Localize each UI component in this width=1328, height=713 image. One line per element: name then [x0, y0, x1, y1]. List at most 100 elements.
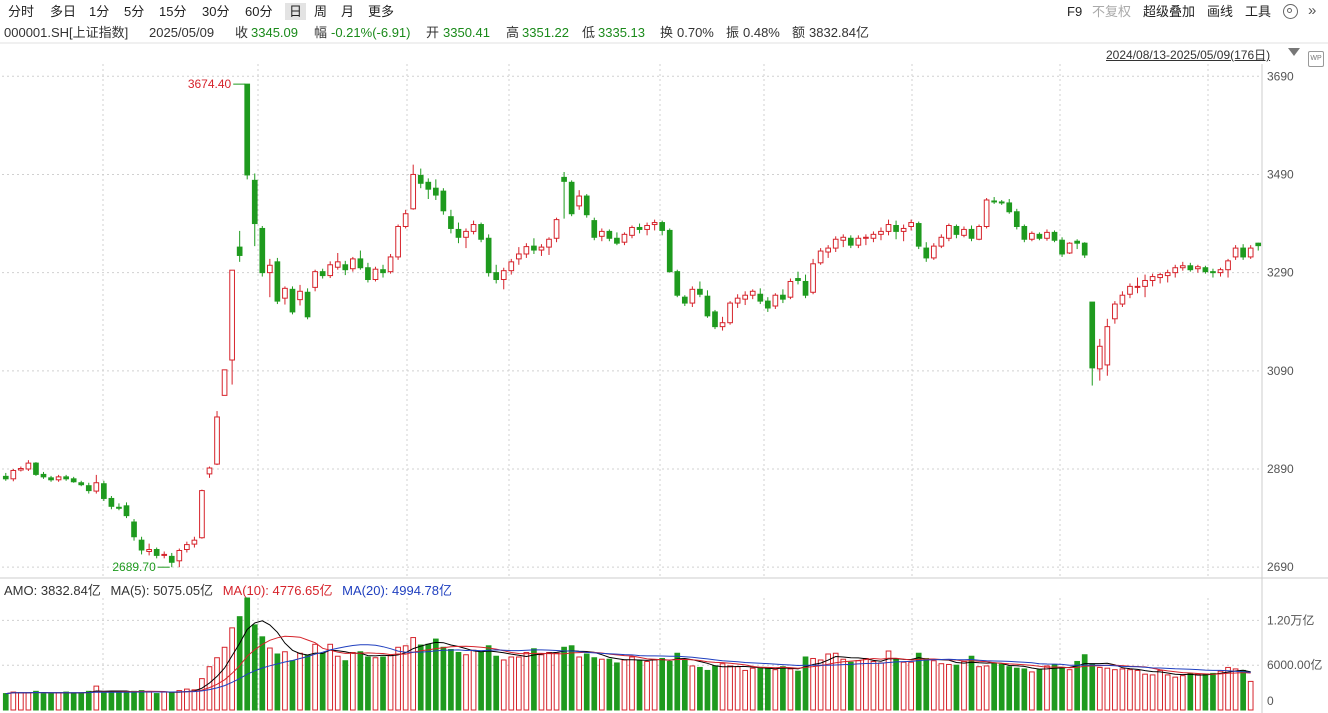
candle-body — [18, 468, 24, 471]
dropdown-arrow-icon[interactable] — [1288, 48, 1300, 56]
volume-bar — [817, 659, 824, 711]
candle — [1044, 229, 1050, 241]
candle-body — [1247, 247, 1254, 258]
candle-body — [40, 473, 47, 478]
tab-more[interactable]: 更多 — [368, 4, 395, 19]
volume-bar — [576, 656, 583, 711]
volume-bar — [1179, 675, 1186, 711]
candle-body — [870, 233, 877, 239]
overlay-button[interactable]: 超级叠加 — [1143, 4, 1196, 19]
volume-bar — [772, 669, 779, 711]
tab-5min[interactable]: 5分 — [124, 4, 145, 19]
candle — [712, 309, 718, 330]
tab-30min[interactable]: 30分 — [202, 4, 230, 19]
candle — [651, 219, 658, 231]
candle — [1066, 242, 1073, 254]
candle — [515, 247, 522, 265]
candle-body — [538, 246, 545, 251]
candle — [749, 289, 756, 300]
candle-body — [825, 247, 832, 253]
volume-bar — [666, 660, 673, 711]
candle-body — [689, 288, 696, 304]
candle — [33, 462, 39, 476]
candle-body — [470, 224, 477, 232]
candle — [523, 243, 530, 258]
candle — [1187, 262, 1194, 272]
volume-bar — [651, 659, 658, 711]
volume-bar — [1029, 671, 1035, 711]
tab-daily[interactable]: 日 — [285, 3, 307, 20]
volume-bar — [1112, 669, 1118, 711]
volume-bar — [478, 651, 484, 711]
candle — [727, 301, 733, 325]
candle — [334, 253, 341, 270]
volume-bar — [221, 646, 228, 711]
candle-body — [282, 287, 288, 299]
tab-monthly[interactable]: 月 — [341, 4, 355, 19]
volume-bar — [795, 670, 801, 711]
candle-body — [938, 236, 945, 247]
candle — [1217, 267, 1224, 277]
candle — [478, 222, 484, 243]
tab-fenshi[interactable]: 分时 — [8, 4, 35, 19]
tab-1min[interactable]: 1分 — [89, 4, 110, 19]
wp-icon[interactable]: WP — [1308, 51, 1324, 67]
volume-tick-label: 0 — [1267, 694, 1274, 708]
volume-bar — [561, 646, 567, 711]
candle-body — [2, 475, 9, 480]
candle-body — [478, 224, 484, 240]
volume-bar — [25, 692, 32, 711]
settings-icon[interactable] — [1283, 4, 1298, 19]
volume-bar — [825, 653, 832, 711]
candle-body — [342, 264, 349, 271]
candle — [1059, 237, 1065, 257]
volume-bar — [10, 691, 17, 711]
candle-body — [500, 270, 507, 281]
chart-grid — [0, 42, 1328, 713]
candle-body — [1127, 285, 1133, 295]
candle-body — [153, 549, 160, 556]
candle-body — [598, 230, 605, 237]
candle — [938, 234, 945, 249]
f9-button[interactable]: F9 — [1067, 4, 1083, 19]
draw-line-button[interactable]: 画线 — [1207, 4, 1234, 19]
volume-bar — [1021, 668, 1028, 711]
tab-weekly[interactable]: 周 — [314, 4, 328, 19]
candle-body — [493, 272, 500, 281]
candle-body — [236, 246, 243, 256]
candle — [681, 295, 688, 307]
candle — [840, 234, 847, 248]
candle-body — [757, 293, 764, 302]
volume-bar — [515, 656, 522, 711]
volume-bar — [85, 690, 92, 711]
tab-60min[interactable]: 60分 — [245, 4, 273, 19]
candle — [206, 466, 213, 478]
amount-value: 3832.84亿 — [809, 25, 869, 40]
candle-body — [138, 539, 145, 551]
volume-bar — [712, 665, 718, 711]
volume-bar — [357, 651, 364, 711]
volume-bar — [1059, 666, 1065, 711]
tab-15min[interactable]: 15分 — [159, 4, 187, 19]
stock-code: 000001.SH[上证指数] — [4, 25, 129, 40]
candle — [168, 552, 175, 568]
tab-multi-day[interactable]: 多日 — [50, 4, 77, 19]
volume-bar — [1074, 660, 1080, 711]
max-price-label: 3674.40 — [188, 77, 232, 91]
volume-bar — [508, 656, 515, 711]
candle-body — [395, 225, 401, 258]
candle — [380, 264, 386, 278]
double-chevron-right-icon[interactable]: » — [1308, 2, 1317, 19]
candle-body — [606, 230, 613, 239]
fuquan-button[interactable]: 不复权 — [1092, 4, 1132, 19]
candle-body — [810, 263, 816, 293]
candle-body — [410, 173, 417, 210]
date-range-selector[interactable]: 2024/08/13-2025/05/09(176日) — [1106, 48, 1271, 62]
candle-body — [908, 222, 915, 227]
volume-bar — [1089, 663, 1096, 711]
candle-body — [1066, 242, 1073, 254]
amount-label: 额 — [792, 25, 806, 40]
candle-body — [802, 280, 809, 296]
tools-button[interactable]: 工具 — [1245, 4, 1272, 19]
